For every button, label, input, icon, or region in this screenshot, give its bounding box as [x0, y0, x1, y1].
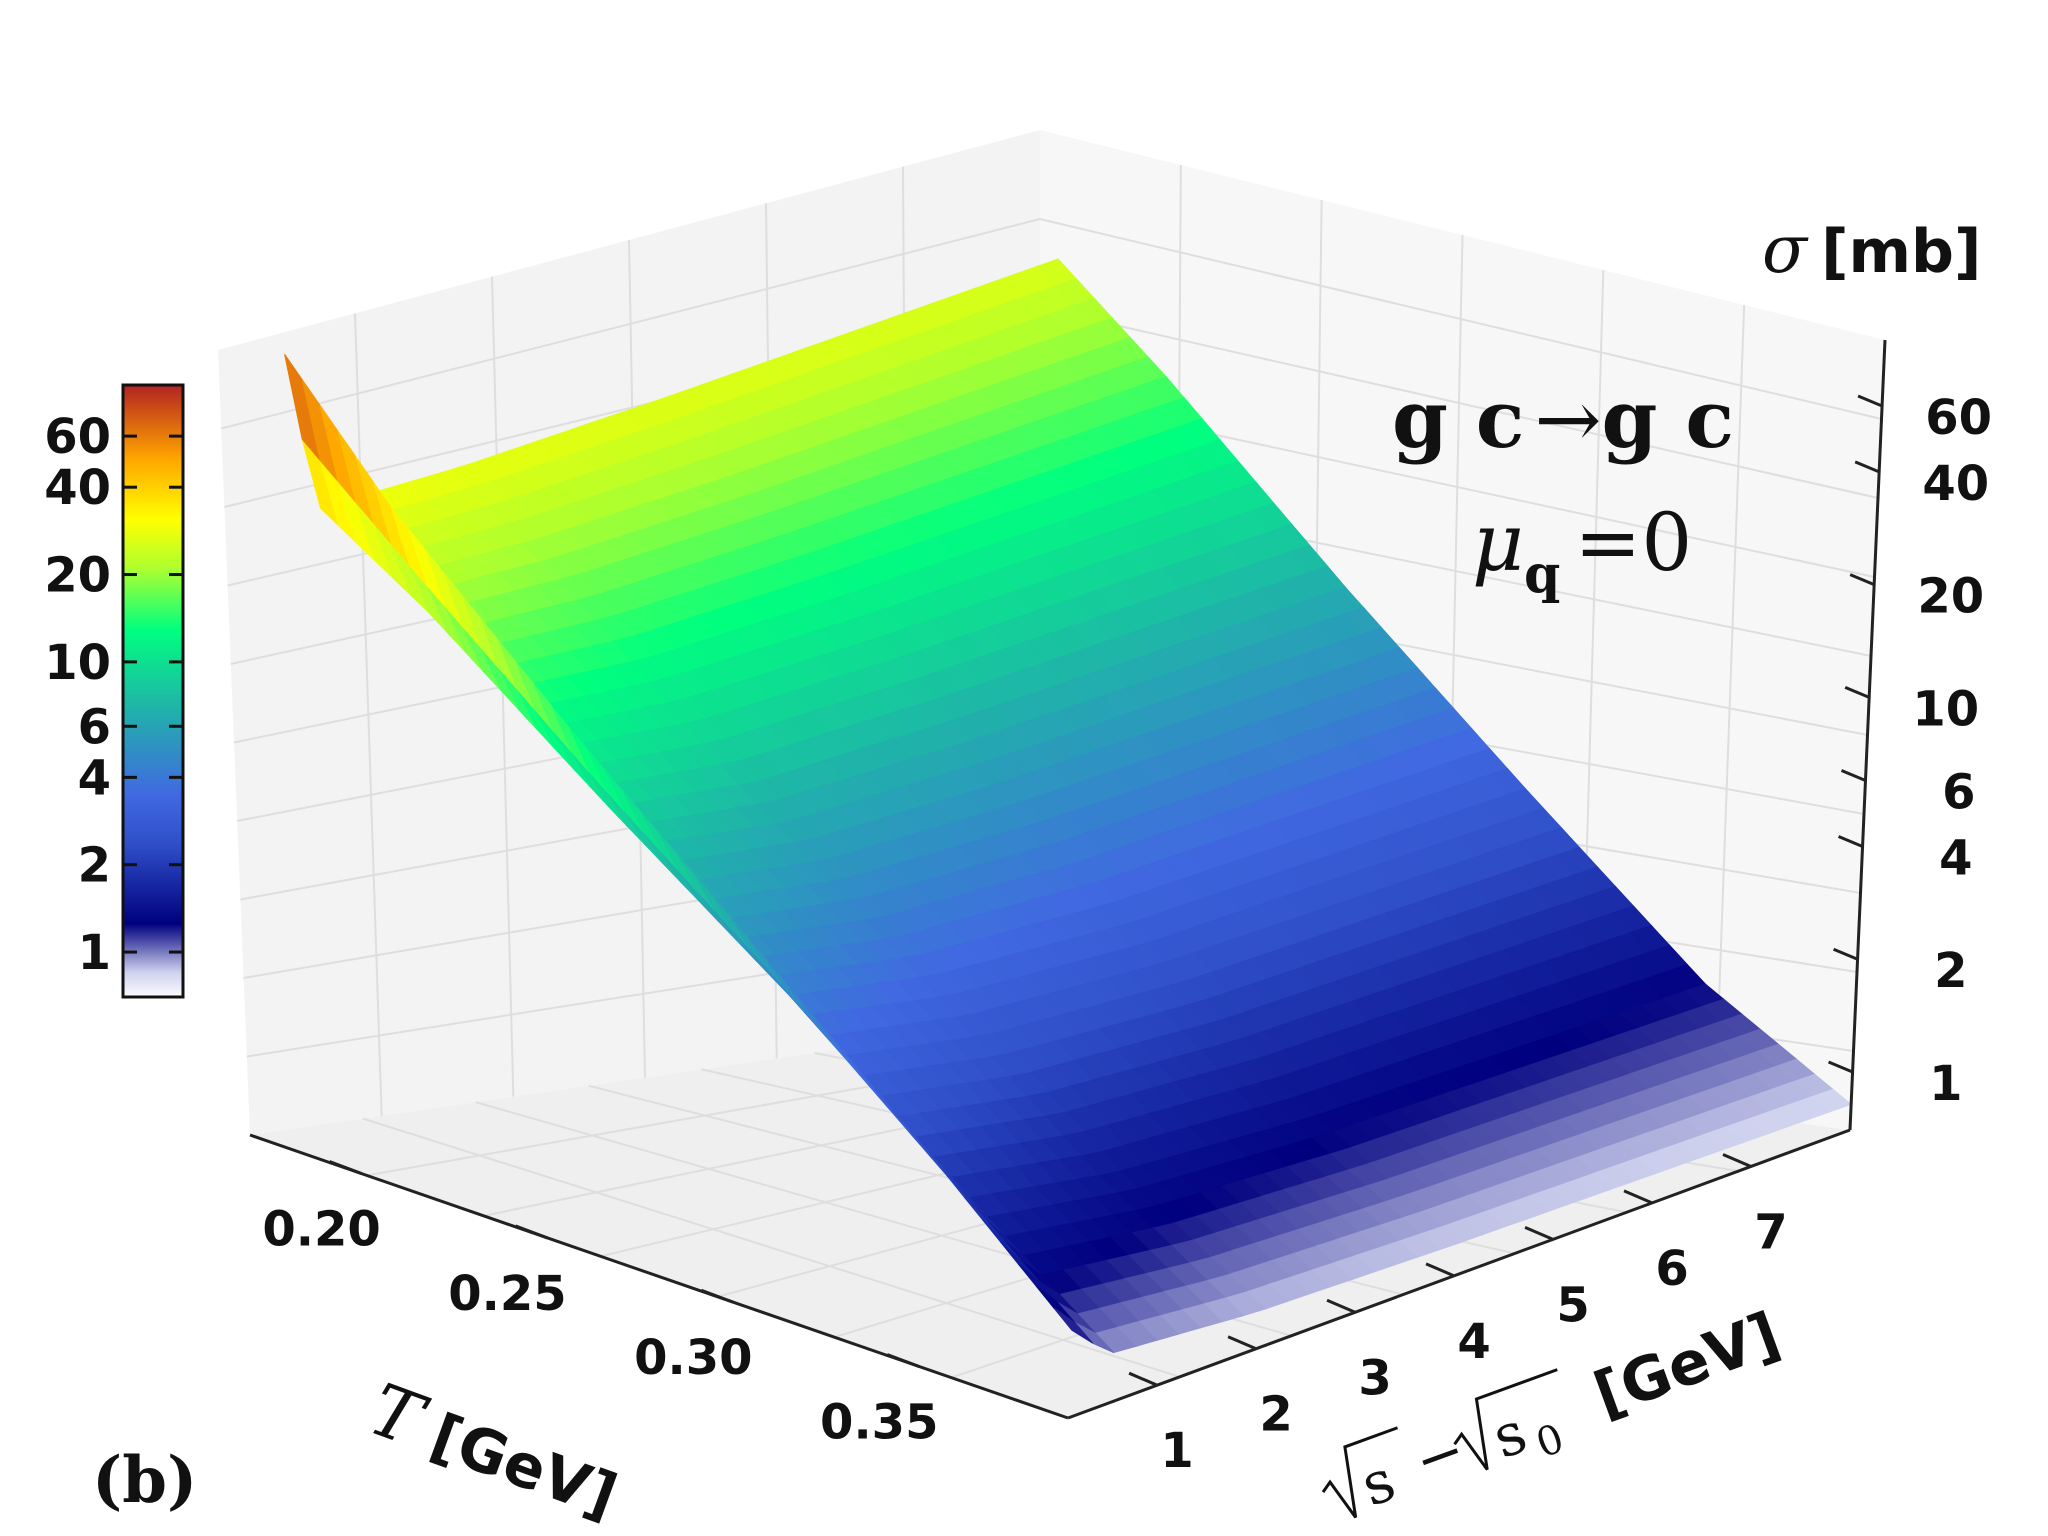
colorbar-tick-label: 6: [78, 699, 111, 755]
y-tick-mark: [1326, 1298, 1356, 1314]
x-tick-mark: [329, 1160, 363, 1175]
z-tick-mark: [1849, 573, 1875, 587]
y-tick-label: 6: [1655, 1241, 1688, 1297]
colorbar-tick-label: 10: [44, 635, 111, 691]
y-tick-mark: [1722, 1153, 1752, 1168]
panel-label: (b): [92, 1443, 197, 1518]
x-tick-mark: [514, 1224, 548, 1240]
y-axis-unit: [GeV]: [1585, 1299, 1789, 1430]
colorbar-tick-label: 1: [78, 925, 111, 981]
y-axis-subscript-b: 0: [1530, 1415, 1570, 1467]
x-axis-title: T[GeV]: [359, 1367, 629, 1534]
z-axis-title: σ [mb]: [1762, 211, 1981, 288]
y-tick-label: 3: [1358, 1350, 1391, 1406]
y-tick-label: 5: [1556, 1277, 1589, 1333]
y-axis-title: s − s 0 [GeV]: [1321, 1299, 1789, 1520]
process-arrow: →: [1535, 373, 1602, 466]
x-tick-label: 0.25: [448, 1266, 566, 1322]
z-tick-label: 1: [1929, 1056, 1962, 1112]
y-ticks: 1 2 3 4 5 6 7: [1128, 1153, 1788, 1479]
colorbar-tick-label: 20: [44, 548, 111, 604]
y-axis-variable-b: s: [1484, 1398, 1535, 1472]
z-tick-label: 2: [1934, 943, 1967, 999]
z-tick-label: 20: [1917, 569, 1984, 625]
x-tick-label: 0.30: [634, 1330, 752, 1386]
y-tick-label: 4: [1457, 1314, 1490, 1370]
x-tick-label: 0.20: [262, 1202, 380, 1258]
y-tick-mark: [1425, 1262, 1455, 1278]
grid-line: [354, 313, 383, 1116]
y-tick-label: 7: [1754, 1204, 1787, 1260]
svg-text:T[GeV]: T[GeV]: [359, 1367, 629, 1534]
y-axis-minus: −: [1405, 1415, 1474, 1496]
y-tick-mark: [1524, 1225, 1554, 1241]
colorbar-tick-label: 60: [44, 409, 111, 465]
z-tick-mark: [1857, 394, 1883, 408]
y-tick-label: 1: [1160, 1423, 1193, 1479]
sqrt-sign-b: [1453, 1368, 1558, 1471]
z-tick-mark: [1827, 1060, 1854, 1074]
mu-value: =0: [1574, 496, 1692, 589]
y-tick-mark: [1128, 1371, 1158, 1387]
z-tick-mark: [1854, 460, 1880, 474]
sqrt-sign-a: [1321, 1426, 1399, 1519]
z-axis-variable: σ: [1762, 211, 1809, 288]
y-tick-label: 2: [1259, 1387, 1292, 1443]
x-axis-line: [249, 1133, 1069, 1420]
process-right: g c: [1602, 372, 1735, 466]
z-tick-mark: [1837, 835, 1864, 848]
x-tick-mark: [700, 1288, 734, 1304]
z-tick-mark: [1844, 686, 1870, 699]
colorbar-tick-label: 40: [44, 460, 111, 516]
process-annotation: g c →g c: [1392, 372, 1734, 466]
grid-line: [362, 1117, 1181, 1378]
z-tick-mark: [1832, 947, 1859, 961]
mu-subscript: q: [1524, 544, 1560, 605]
z-axis-unit: [mb]: [1821, 217, 1981, 287]
y-axis-line: [1067, 1128, 1851, 1420]
y-axis-variable-a: s: [1352, 1446, 1403, 1520]
z-tick-label: 6: [1942, 765, 1975, 821]
x-tick-label: 0.35: [820, 1395, 938, 1451]
z-tick-label: 40: [1922, 456, 1989, 512]
x-axis-unit: [GeV]: [422, 1401, 626, 1532]
z-tick-mark: [1840, 769, 1867, 782]
z-tick-label: 60: [1925, 390, 1992, 446]
z-tick-label: 4: [1939, 830, 1972, 886]
surface-cell: [1053, 1307, 1094, 1344]
z-tick-label: 10: [1912, 681, 1979, 737]
y-tick-mark: [1623, 1189, 1653, 1205]
process-left: g c: [1392, 372, 1525, 466]
colorbar-tick-label: 2: [78, 838, 111, 894]
colorbar-tick-label: 4: [78, 750, 111, 806]
colorbar: [121, 383, 185, 999]
sigma-surface: [284, 258, 1853, 1354]
colorbar-fill: [121, 383, 185, 999]
x-axis-variable: T: [359, 1367, 438, 1464]
z-ticks: 1 2 4 6 10 20 40 60: [1827, 390, 1992, 1112]
x-tick-mark: [886, 1353, 920, 1368]
mu-symbol: μ: [1472, 496, 1524, 589]
chemical-potential-annotation: μq =0: [1472, 496, 1692, 605]
grid-line: [1714, 304, 1746, 1112]
x-ticks: 0.20 0.25 0.30 0.35: [262, 1160, 938, 1451]
y-tick-mark: [1227, 1335, 1257, 1351]
